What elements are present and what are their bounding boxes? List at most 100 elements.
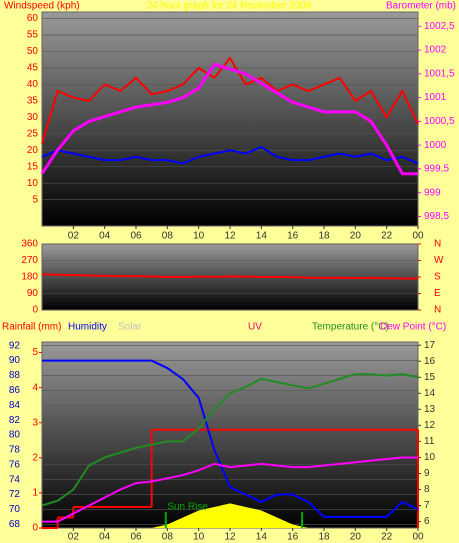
y2ticks-label: W <box>434 255 444 266</box>
yticks-label: 5 <box>32 194 38 205</box>
yticks-label: 50 <box>27 46 39 57</box>
y2-axis-label: Barometer (mb) <box>386 1 456 12</box>
x-tick-label: 12 <box>224 231 236 242</box>
yticks-label: 45 <box>27 63 39 74</box>
y2ticks-label: 999 <box>424 187 441 198</box>
y2ticks-label: 11 <box>424 436 435 447</box>
y2ticks-label: 14 <box>424 388 436 399</box>
x-tick-label: 10 <box>193 231 205 242</box>
y2ticks-label: 16 <box>424 356 436 367</box>
y2ticks-label: N <box>434 305 441 316</box>
line <box>40 62 418 176</box>
yticks-label: 88 <box>9 370 21 381</box>
y2ticks-label: 9 <box>424 468 430 479</box>
line <box>41 373 419 507</box>
yticks-label: 90 <box>27 288 39 299</box>
x-tick-label: 16 <box>287 231 299 242</box>
x-tick-label: 14 <box>256 231 268 242</box>
legend-label: Humidity <box>68 322 107 333</box>
y2ticks-label: 1002 <box>424 45 447 56</box>
annotation: Sun Rise <box>167 502 208 513</box>
x-tick-label: 02 <box>68 532 80 543</box>
y2ticks-label: 1000 <box>424 140 447 151</box>
x-tick-label: 20 <box>350 532 362 543</box>
line <box>41 145 419 165</box>
yticks-label: 60 <box>27 13 39 24</box>
x-tick-label: 20 <box>350 231 362 242</box>
legend-label: Temperature (°C) <box>312 322 389 333</box>
chart-title: 24 hour graph for 24 November 2008 <box>147 1 312 12</box>
y2ticks-label: 15 <box>424 372 436 383</box>
yticks-label: 0 <box>32 305 38 316</box>
yticks-label: 70 <box>9 504 21 515</box>
yticks-label: 360 <box>21 239 38 250</box>
x-tick-label: 10 <box>193 532 205 543</box>
yticks-label: 72 <box>9 489 21 500</box>
x-tick-label: 18 <box>318 231 330 242</box>
yticks-label: 86 <box>9 385 21 396</box>
y2ticks-label: 10 <box>424 452 436 463</box>
x-tick-label: 04 <box>99 532 111 543</box>
y2ticks-label: 999,5 <box>424 164 449 175</box>
y2ticks-label: 6 <box>424 516 430 527</box>
yticks-label: 76 <box>9 459 21 470</box>
y3ticks-label: 2 <box>32 452 38 463</box>
y2ticks-label: 1001,5 <box>424 68 455 79</box>
y2ticks-label: 17 <box>424 340 436 351</box>
line <box>42 359 419 518</box>
x-tick-label: 12 <box>224 532 236 543</box>
yticks-label: 80 <box>9 430 21 441</box>
y-axis-label: Windspeed (kph) <box>4 1 80 12</box>
y2ticks-label: S <box>434 272 441 283</box>
x-tick-label: 00 <box>412 231 424 242</box>
yticks-label: 270 <box>21 255 38 266</box>
y3ticks-label: 1 <box>32 488 38 499</box>
yticks-label: 180 <box>21 272 38 283</box>
x-tick-label: 14 <box>256 532 268 543</box>
y3ticks-label: 3 <box>32 417 38 428</box>
legend-label: UV <box>248 322 262 333</box>
y2ticks-label: E <box>434 288 441 299</box>
x-tick-label: 22 <box>381 231 393 242</box>
x-tick-label: 02 <box>68 231 80 242</box>
y2ticks-label: 998,5 <box>424 211 449 222</box>
x-tick-label: 22 <box>381 532 393 543</box>
legend-label: Solar <box>118 322 142 333</box>
yticks-label: 74 <box>9 474 21 485</box>
x-tick-label: 00 <box>412 532 424 543</box>
y2ticks-label: 7 <box>424 500 430 511</box>
y3ticks-label: 4 <box>32 382 38 393</box>
y2ticks-label: 1002,5 <box>424 21 455 32</box>
line <box>41 273 418 280</box>
y3ticks-label: 0 <box>32 523 38 534</box>
yticks-label: 35 <box>27 96 39 107</box>
y2ticks-label: 13 <box>424 404 436 415</box>
yticks-label: 68 <box>9 519 21 530</box>
yticks-label: 78 <box>9 445 21 456</box>
y3ticks-label: 5 <box>32 347 38 358</box>
x-tick-label: 18 <box>318 532 330 543</box>
yticks-label: 25 <box>27 128 39 139</box>
y2ticks-label: 1000,5 <box>424 116 455 127</box>
area <box>42 503 418 528</box>
yticks-label: 10 <box>27 178 39 189</box>
yticks-label: 40 <box>27 79 39 90</box>
yticks-label: 15 <box>27 161 39 172</box>
legend-label: Rainfall (mm) <box>2 322 61 333</box>
yticks-label: 55 <box>27 30 39 41</box>
yticks-label: 30 <box>27 112 39 123</box>
yticks-label: 90 <box>9 355 21 366</box>
line <box>42 456 418 523</box>
line <box>41 56 419 144</box>
legend-label: Dew Point (°C) <box>380 322 446 333</box>
x-tick-label: 08 <box>162 532 174 543</box>
y2ticks-label: N <box>434 239 441 250</box>
y2ticks-label: 1001 <box>424 92 447 103</box>
y2ticks-label: 12 <box>424 420 436 431</box>
plot-area <box>41 11 419 227</box>
yticks-label: 92 <box>9 340 21 351</box>
yticks-label: 82 <box>9 415 21 426</box>
x-tick-label: 06 <box>130 532 142 543</box>
x-tick-label: 08 <box>162 231 174 242</box>
